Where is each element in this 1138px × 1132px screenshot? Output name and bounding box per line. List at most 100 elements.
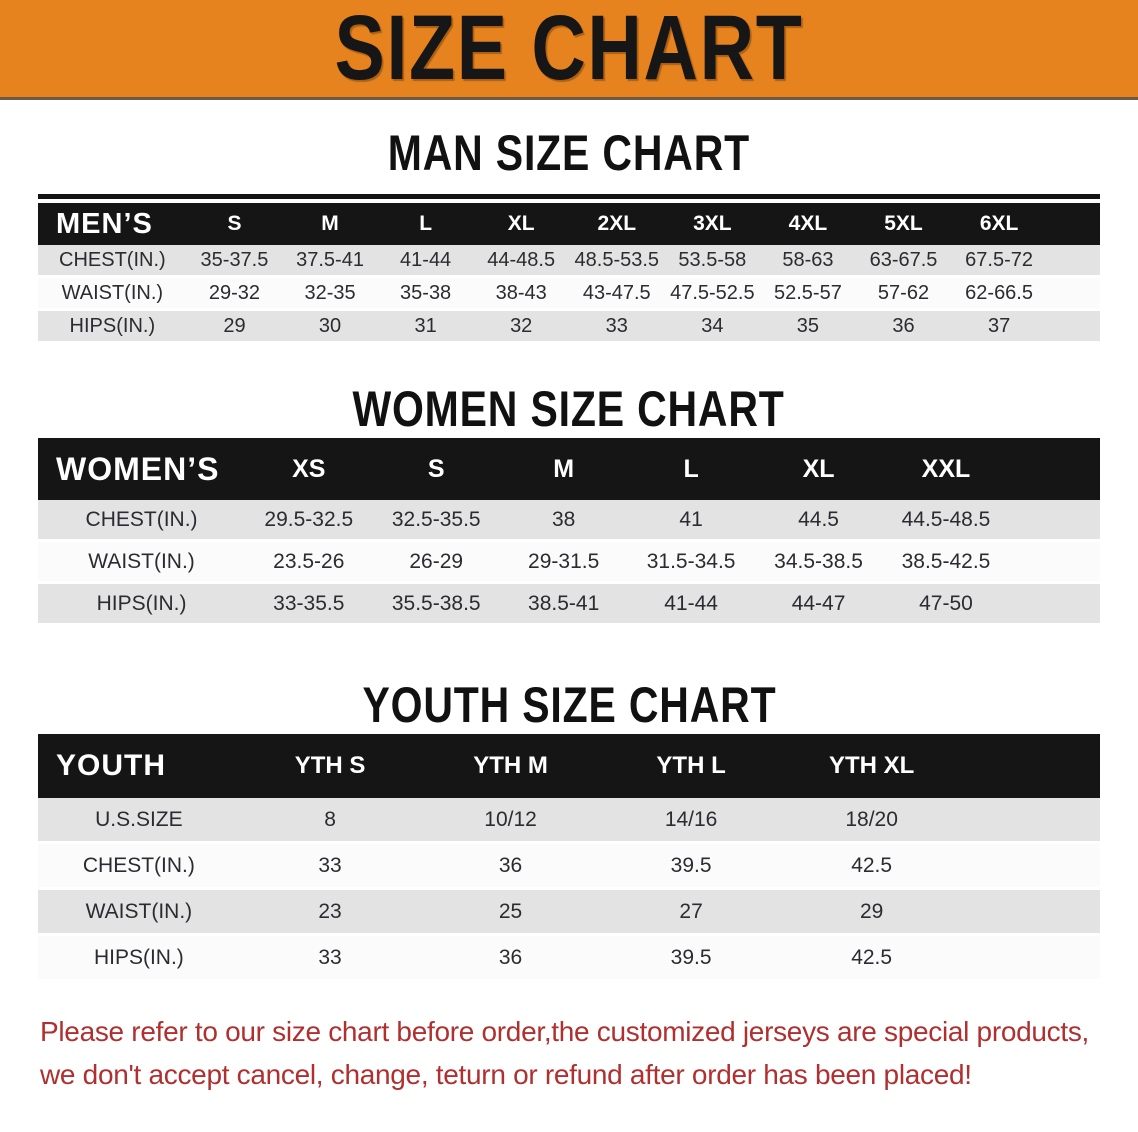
women-cell: 23.5-26 (245, 542, 373, 584)
men-hips-row: HIPS(IN.) 29 30 31 32 33 34 35 36 37 (38, 311, 1100, 344)
header-spacer (1046, 203, 1100, 245)
youth-size-table: YOUTH YTH S YTH M YTH L YTH XL U.S.SIZE … (38, 734, 1100, 982)
men-cell: 43-47.5 (568, 278, 665, 311)
men-col-header: 3XL (664, 203, 761, 245)
men-cell: 31 (377, 311, 474, 344)
men-cell: 35-38 (377, 278, 474, 311)
women-cell: 41-44 (627, 584, 755, 626)
women-cell: 35.5-38.5 (372, 584, 500, 626)
women-col-header: L (627, 438, 755, 500)
row-spacer (1046, 278, 1100, 311)
men-cell: 32-35 (282, 278, 378, 311)
men-cell: 62-66.5 (951, 278, 1047, 311)
women-header-row: WOMEN’S XS S M L XL XXL (38, 438, 1100, 500)
men-col-header: S (186, 203, 283, 245)
youth-cell: 18/20 (781, 798, 962, 844)
men-chest-row: CHEST(IN.) 35-37.5 37.5-41 41-44 44-48.5… (38, 245, 1100, 278)
women-cell: 29.5-32.5 (245, 500, 373, 542)
youth-cell: 33 (239, 936, 421, 982)
men-cell: 37 (951, 311, 1047, 344)
women-cell: 29-31.5 (499, 542, 628, 584)
youth-row-label: U.S.SIZE (38, 798, 240, 844)
women-col-header: XXL (882, 438, 1010, 500)
men-col-header: L (377, 203, 474, 245)
youth-col-header: YTH XL (781, 734, 962, 798)
men-cell: 53.5-58 (664, 245, 761, 278)
men-size-table: MEN’S S M L XL 2XL 3XL 4XL 5XL 6XL CHEST… (38, 203, 1100, 344)
women-col-header: XS (245, 438, 373, 500)
men-cell: 63-67.5 (855, 245, 952, 278)
women-cell: 31.5-34.5 (627, 542, 755, 584)
banner: SIZE CHART (0, 0, 1138, 100)
youth-cell: 14/16 (600, 798, 782, 844)
men-col-header: 4XL (760, 203, 856, 245)
men-section-title-text: MAN SIZE CHART (387, 125, 751, 181)
youth-cell: 23 (239, 890, 421, 936)
men-cell: 44-48.5 (473, 245, 569, 278)
row-spacer (1009, 584, 1100, 626)
women-cell: 41 (627, 500, 755, 542)
row-spacer (1046, 245, 1100, 278)
men-row-label: CHEST(IN.) (38, 245, 187, 278)
youth-cell: 39.5 (600, 844, 782, 890)
youth-section-title-text: YOUTH SIZE CHART (361, 677, 777, 733)
youth-row-label: WAIST(IN.) (38, 890, 240, 936)
women-row-label: HIPS(IN.) (38, 584, 246, 626)
men-cell: 35-37.5 (186, 245, 283, 278)
page-title: SIZE CHART (334, 0, 804, 99)
men-cell: 67.5-72 (951, 245, 1047, 278)
header-spacer (1009, 438, 1100, 500)
men-cell: 52.5-57 (760, 278, 856, 311)
men-col-header: 6XL (951, 203, 1047, 245)
women-waist-row: WAIST(IN.) 23.5-26 26-29 29-31.5 31.5-34… (38, 542, 1100, 584)
row-spacer (1009, 542, 1100, 584)
disclaimer: Please refer to our size chart before or… (40, 1010, 1112, 1097)
youth-cell: 29 (781, 890, 962, 936)
women-cell: 32.5-35.5 (372, 500, 500, 542)
women-cell: 33-35.5 (245, 584, 373, 626)
women-hips-row: HIPS(IN.) 33-35.5 35.5-38.5 38.5-41 41-4… (38, 584, 1100, 626)
youth-header-row: YOUTH YTH S YTH M YTH L YTH XL (38, 734, 1100, 798)
men-cell: 58-63 (760, 245, 856, 278)
row-spacer (1009, 500, 1100, 542)
youth-cell: 42.5 (781, 936, 962, 982)
women-cell: 44.5 (754, 500, 883, 542)
men-cell: 34 (664, 311, 761, 344)
youth-section-title: YOUTH SIZE CHART (0, 676, 1138, 734)
youth-waist-row: WAIST(IN.) 23 25 27 29 (38, 890, 1100, 936)
row-spacer (961, 844, 1100, 890)
men-table-top-rule (38, 194, 1100, 199)
youth-cell: 8 (239, 798, 421, 844)
disclaimer-line1: Please refer to our size chart before or… (40, 1016, 1090, 1047)
men-cell: 32 (473, 311, 569, 344)
youth-row-label: CHEST(IN.) (38, 844, 240, 890)
men-cell: 47.5-52.5 (664, 278, 761, 311)
women-section-title: WOMEN SIZE CHART (0, 380, 1138, 438)
youth-hips-row: HIPS(IN.) 33 36 39.5 42.5 (38, 936, 1100, 982)
header-spacer (961, 734, 1100, 798)
women-section-title-text: WOMEN SIZE CHART (352, 381, 786, 437)
women-size-table: WOMEN’S XS S M L XL XXL CHEST(IN.) 29.5-… (38, 438, 1100, 626)
men-col-header: 2XL (568, 203, 665, 245)
youth-ussize-row: U.S.SIZE 8 10/12 14/16 18/20 (38, 798, 1100, 844)
women-chest-row: CHEST(IN.) 29.5-32.5 32.5-35.5 38 41 44.… (38, 500, 1100, 542)
women-cell: 34.5-38.5 (754, 542, 883, 584)
women-cell: 44.5-48.5 (882, 500, 1010, 542)
men-cell: 37.5-41 (282, 245, 378, 278)
women-col-header: XL (754, 438, 883, 500)
men-cell: 33 (568, 311, 665, 344)
women-row-label: WAIST(IN.) (38, 542, 246, 584)
men-header-row: MEN’S S M L XL 2XL 3XL 4XL 5XL 6XL (38, 203, 1100, 245)
women-cell: 38.5-42.5 (882, 542, 1010, 584)
youth-col-header: YTH L (600, 734, 782, 798)
youth-cell: 39.5 (600, 936, 782, 982)
youth-cell: 36 (420, 936, 601, 982)
men-cell: 30 (282, 311, 378, 344)
men-cell: 35 (760, 311, 856, 344)
women-header-label: WOMEN’S (38, 438, 246, 500)
women-col-header: M (499, 438, 628, 500)
men-cell: 29-32 (186, 278, 283, 311)
women-cell: 26-29 (372, 542, 500, 584)
youth-header-label: YOUTH (38, 734, 240, 798)
men-header-label: MEN’S (38, 203, 187, 245)
